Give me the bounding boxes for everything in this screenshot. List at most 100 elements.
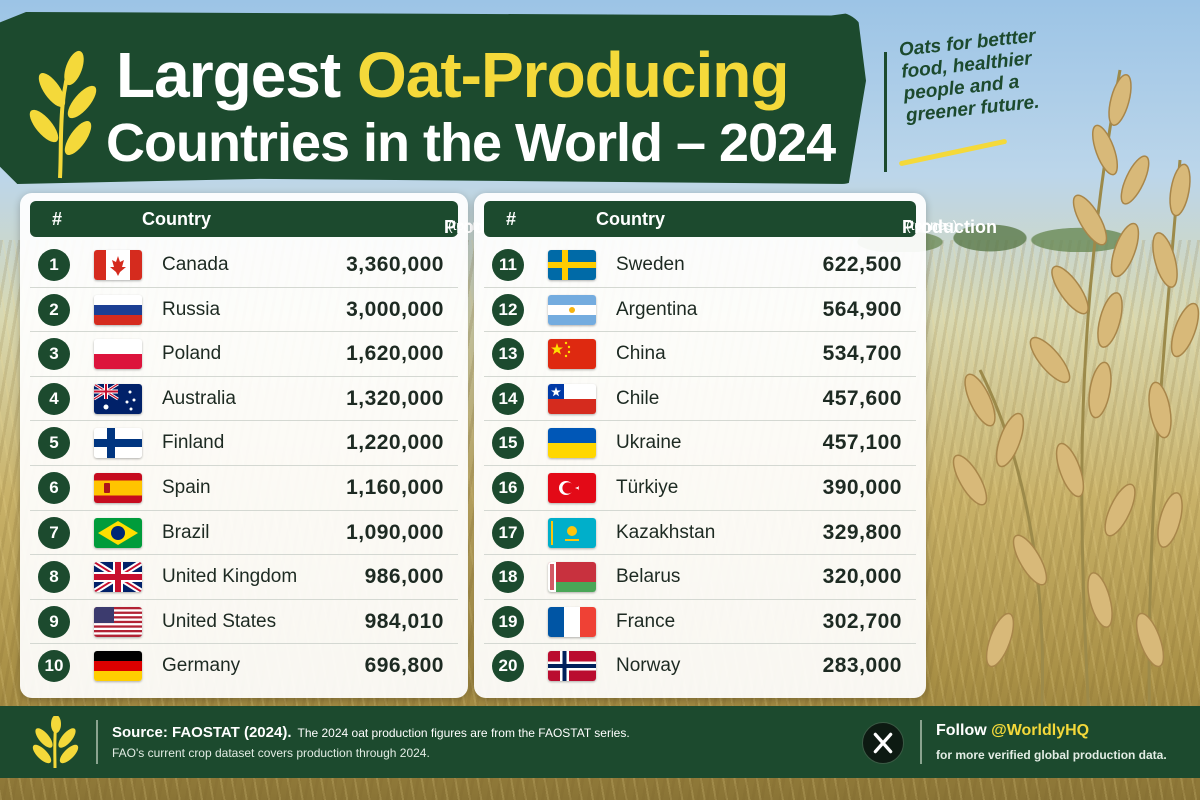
rank-badge: 1 [38,249,70,281]
country-name: France [616,610,676,632]
source-line: Source: FAOSTAT (2024). The 2024 oat prod… [112,724,630,741]
rank-badge: 16 [492,471,524,504]
table-row: 11 Sweden 622,500 [484,243,916,288]
table-row: 12 Argentina 564,900 [484,288,916,333]
country-name: Kazakhstan [616,521,716,543]
rank-badge: 4 [38,382,70,415]
slogan-divider [884,52,887,172]
header-country: Country [142,209,211,229]
production-value: 622,500 [822,253,902,276]
country-name: Ukraine [616,432,682,454]
country-name: Sweden [616,254,685,275]
ukraine-flag-icon [548,428,596,459]
country-name: United States [162,610,277,632]
production-value: 1,160,000 [346,475,444,499]
header-rank: # [52,209,63,229]
social-handle-link[interactable]: @WorldlyHQ [991,722,1090,739]
table-row: 4 Australia 1,320,000 [30,377,458,422]
x-logo-icon[interactable] [862,722,904,764]
table-row: 8 United Kingdom 986,000 [30,555,458,600]
table-row: 17 Kazakhstan 329,800 [484,511,916,556]
turkiye-flag-icon [548,472,596,503]
table-row: 6 Spain 1,160,000 [30,466,458,511]
country-name: Canada [162,254,229,275]
follow-line: Follow @WorldlyHQ [936,722,1090,739]
country-name: United Kingdom [162,566,298,588]
germany-flag-icon [94,651,142,682]
france-flag-icon [548,606,596,637]
country-name: Australia [162,387,236,409]
production-value: 3,360,000 [346,253,444,276]
rank-badge: 10 [38,650,70,683]
production-value: 1,320,000 [346,386,444,410]
production-value: 457,600 [822,386,902,410]
country-name: Poland [162,343,222,365]
footer-divider [920,720,922,764]
table-row: 19 France 302,700 [484,600,916,645]
table-row: 7 Brazil 1,090,000 [30,511,458,556]
production-value: 986,000 [364,565,444,589]
header-unit: (tonnes) [906,217,958,233]
footer-bar: Source: FAOSTAT (2024). The 2024 oat prod… [0,706,1200,778]
country-name: Russia [162,298,221,320]
chile-flag-icon [548,383,596,414]
table-rows: 11 Sweden 622,500 12 Argentina 564,900 13 China… [484,243,916,689]
country-name: Belarus [616,566,681,588]
source-text: The 2024 oat production figures are from… [297,726,630,740]
table-row: 18 Belarus 320,000 [484,555,916,600]
production-value: 696,800 [364,654,444,678]
brazil-flag-icon [94,517,142,548]
table-row: 2 Russia 3,000,000 [30,288,458,333]
table-row: 10 Germany 696,800 [30,644,458,689]
rank-badge: 15 [492,427,524,460]
table-header: # Country Production(tonnes) [484,201,997,237]
finland-flag-icon [94,428,142,459]
rank-badge: 6 [38,471,70,504]
usa-flag-icon [94,606,142,637]
norway-flag-icon [548,651,596,682]
country-name: Argentina [616,298,698,320]
poland-flag-icon [94,339,142,370]
page-title-line1: Largest Oat-Producing [116,39,789,111]
belarus-flag-icon [548,562,596,593]
rank-badge: 3 [38,338,70,371]
header-country: Country [596,209,665,229]
country-name: China [616,343,666,365]
table-row: 9 United States 984,010 [30,600,458,645]
table-header: # Country Production(tonnes) [30,201,539,237]
sweden-flag-icon [548,250,596,280]
source-line2: FAO's current crop dataset covers produc… [112,746,430,760]
production-value: 984,010 [364,609,444,633]
rank-badge: 20 [492,650,524,683]
title-highlight: Oat-Producing [356,39,789,111]
table-rows: 1 Canada 3,360,000 2 Russia 3,000,000 3 Poland 1… [30,243,458,689]
oat-leaf-icon [29,50,97,179]
production-value: 302,700 [822,609,902,633]
table-row: 1 Canada 3,360,000 [30,243,458,288]
rank-badge: 5 [38,427,70,460]
production-value: 457,100 [822,431,902,455]
table-row: 16 Türkiye 390,000 [484,466,916,511]
argentina-flag-icon [548,294,596,325]
country-name: Germany [162,655,241,677]
production-value: 329,800 [822,520,902,544]
uk-flag-icon [94,562,142,593]
table-row: 14 Chile 457,600 [484,377,916,422]
table-row: 13 China 534,700 [484,332,916,377]
rank-badge: 17 [492,516,524,549]
header-rank: # [506,209,517,229]
rank-badge: 9 [38,605,70,638]
rank-badge: 14 [492,382,524,415]
slogan-text: Oats for bettter food, healthier people … [898,25,1041,127]
oat-stalks-illustration [952,69,1200,740]
canada-flag-icon [94,250,142,280]
rank-badge: 7 [38,516,70,549]
rank-badge: 12 [492,293,524,326]
australia-flag-icon [94,383,142,414]
production-value: 564,900 [822,297,902,321]
table-row: 5 Finland 1,220,000 [30,421,458,466]
rank-badge: 8 [38,561,70,594]
source-label: Source: FAOSTAT (2024). [112,724,292,741]
table-row: 3 Poland 1,620,000 [30,332,458,377]
china-flag-icon [548,339,596,370]
